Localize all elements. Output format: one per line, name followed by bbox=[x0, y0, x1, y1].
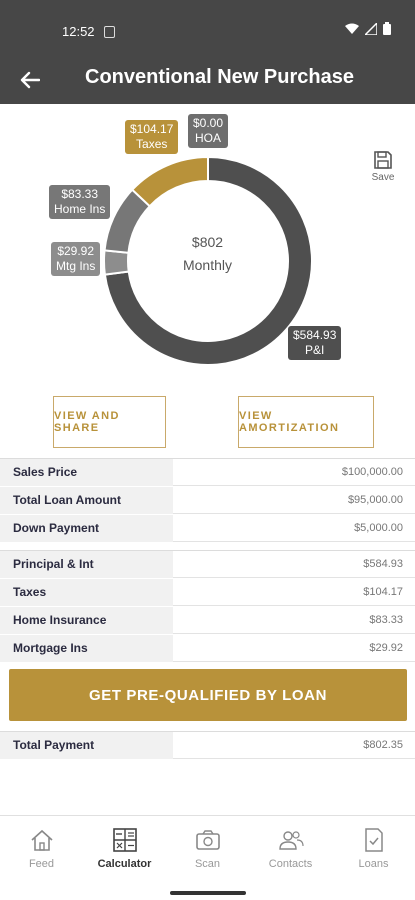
sim-card-icon bbox=[104, 26, 115, 38]
label-mtg-ins-value: $29.92 bbox=[57, 244, 95, 258]
nav-feed[interactable]: Feed bbox=[0, 828, 83, 870]
row-label: Mortgage Ins bbox=[0, 635, 173, 662]
calculator-icon bbox=[112, 828, 137, 852]
divider bbox=[0, 458, 415, 459]
nav-loans-label: Loans bbox=[358, 858, 389, 870]
nav-contacts[interactable]: Contacts bbox=[249, 828, 332, 870]
save-label: Save bbox=[371, 172, 395, 183]
home-icon bbox=[30, 829, 53, 851]
view-amortization-button[interactable]: VIEW AMORTIZATION bbox=[238, 396, 374, 448]
nav-scan-label: Scan bbox=[194, 858, 221, 870]
label-taxes-name: Taxes bbox=[136, 137, 168, 151]
camera-icon bbox=[195, 830, 220, 850]
table-row: Home Insurance $83.33 bbox=[0, 607, 415, 634]
status-icons bbox=[345, 22, 391, 35]
nav-contacts-label: Contacts bbox=[268, 858, 313, 870]
donut-chart bbox=[103, 155, 313, 366]
label-pi: $584.93 P&I bbox=[288, 326, 342, 360]
view-and-share-button[interactable]: VIEW AND SHARE bbox=[53, 396, 166, 448]
total-value: $802.35 bbox=[363, 739, 403, 751]
app-bar: Conventional New Purchase bbox=[0, 56, 415, 104]
row-value: $5,000.00 bbox=[354, 522, 403, 534]
row-label: Taxes bbox=[0, 579, 173, 606]
row-value: $104.17 bbox=[363, 586, 403, 598]
table-row: Mortgage Ins $29.92 bbox=[0, 635, 415, 662]
row-value: $95,000.00 bbox=[347, 494, 403, 506]
arrow-left-icon bbox=[20, 71, 40, 89]
row-value: $83.33 bbox=[369, 614, 403, 626]
save-icon bbox=[374, 151, 392, 169]
label-hoa-value: $0.00 bbox=[193, 116, 224, 130]
row-value: $100,000.00 bbox=[341, 466, 403, 478]
row-label: Down Payment bbox=[0, 515, 173, 542]
total-row: Total Payment $802.35 bbox=[0, 732, 415, 759]
home-indicator bbox=[170, 891, 246, 895]
row-label: Principal & Int bbox=[0, 551, 173, 578]
nav-calculator-label: Calculator bbox=[97, 858, 152, 870]
page-title: Conventional New Purchase bbox=[85, 66, 354, 88]
status-time: 12:52 bbox=[62, 24, 95, 39]
label-mtg-ins-name: Mtg Ins bbox=[56, 259, 96, 273]
save-button[interactable]: Save bbox=[366, 150, 400, 183]
document-check-icon bbox=[364, 828, 383, 852]
status-bar: 12:52 bbox=[0, 0, 415, 56]
label-hoa: $0.00 HOA bbox=[188, 114, 229, 148]
donut-slice-taxes bbox=[130, 155, 209, 208]
row-label: Total Loan Amount bbox=[0, 487, 173, 514]
label-home-ins-name: Home Ins bbox=[54, 202, 106, 216]
chart-center-value: $802 bbox=[191, 234, 224, 250]
get-pre-qualified-button[interactable]: GET PRE-QUALIFIED BY LOAN bbox=[9, 669, 407, 721]
donut-slice-p-i bbox=[103, 155, 313, 366]
row-label: Home Insurance bbox=[0, 607, 173, 634]
table-row: Down Payment $5,000.00 bbox=[0, 515, 415, 542]
label-home-ins-value: $83.33 bbox=[61, 187, 99, 201]
label-pi-name: P&I bbox=[305, 343, 325, 357]
back-button[interactable] bbox=[14, 64, 46, 96]
nav-loans[interactable]: Loans bbox=[332, 828, 415, 870]
total-label: Total Payment bbox=[0, 732, 173, 759]
wifi-icon bbox=[345, 23, 359, 34]
table-row: Taxes $104.17 bbox=[0, 579, 415, 606]
row-label: Sales Price bbox=[0, 459, 173, 486]
table-row: Total Loan Amount $95,000.00 bbox=[0, 487, 415, 514]
label-taxes: $104.17 Taxes bbox=[125, 120, 179, 154]
row-value: $584.93 bbox=[363, 558, 403, 570]
row-value: $29.92 bbox=[369, 642, 403, 654]
battery-icon bbox=[383, 22, 391, 35]
chart-center-label: Monthly bbox=[182, 257, 233, 273]
table-row: Principal & Int $584.93 bbox=[0, 551, 415, 578]
nav-calculator[interactable]: Calculator bbox=[83, 828, 166, 870]
payment-chart: $802 Monthly $104.17 Taxes $0.00 HOA $83… bbox=[0, 104, 415, 384]
label-mtg-ins: $29.92 Mtg Ins bbox=[51, 242, 101, 276]
divider bbox=[0, 550, 415, 551]
contacts-icon bbox=[278, 831, 304, 850]
table-row: Sales Price $100,000.00 bbox=[0, 459, 415, 486]
nav-scan[interactable]: Scan bbox=[166, 828, 249, 870]
label-hoa-name: HOA bbox=[195, 131, 222, 145]
label-pi-value: $584.93 bbox=[293, 328, 337, 342]
bottom-nav: Feed Calculator Scan Contact bbox=[0, 815, 415, 900]
nav-feed-label: Feed bbox=[28, 858, 55, 870]
divider bbox=[0, 731, 415, 732]
label-taxes-value: $104.17 bbox=[130, 122, 174, 136]
signal-icon bbox=[365, 22, 377, 35]
label-home-ins: $83.33 Home Ins bbox=[49, 185, 111, 219]
